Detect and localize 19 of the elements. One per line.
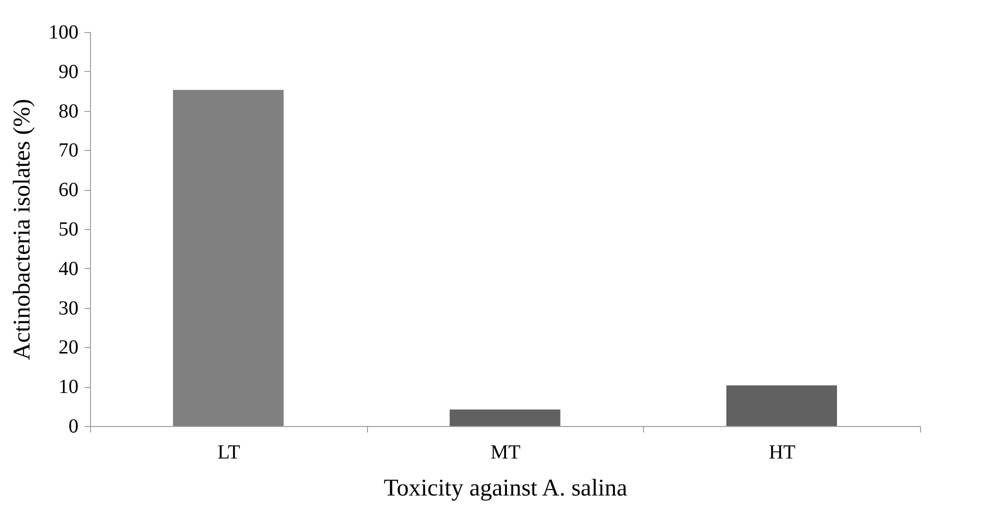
x-tick-label: HT xyxy=(768,442,796,464)
y-tick-label: 70 xyxy=(58,140,78,162)
y-tick-label: 50 xyxy=(58,218,78,240)
bar xyxy=(726,385,837,426)
y-tick-label: 100 xyxy=(48,22,78,44)
x-tick-label: MT xyxy=(490,442,520,464)
y-tick-label: 30 xyxy=(58,297,78,320)
bar xyxy=(173,90,284,426)
y-axis-title: Actinobacteria isolates (%) xyxy=(10,98,36,360)
y-tick-label: 20 xyxy=(58,336,78,359)
y-tick-label: 10 xyxy=(58,376,78,398)
y-tick-label: 0 xyxy=(68,416,78,438)
x-axis-title: Toxicity against A. salina xyxy=(384,476,628,502)
y-tick-label: 90 xyxy=(58,60,78,83)
y-tick-label: 80 xyxy=(58,100,78,122)
y-tick-label: 60 xyxy=(58,179,78,202)
bar xyxy=(450,409,560,426)
y-tick-label: 40 xyxy=(58,258,78,280)
x-tick-label: LT xyxy=(218,442,240,464)
